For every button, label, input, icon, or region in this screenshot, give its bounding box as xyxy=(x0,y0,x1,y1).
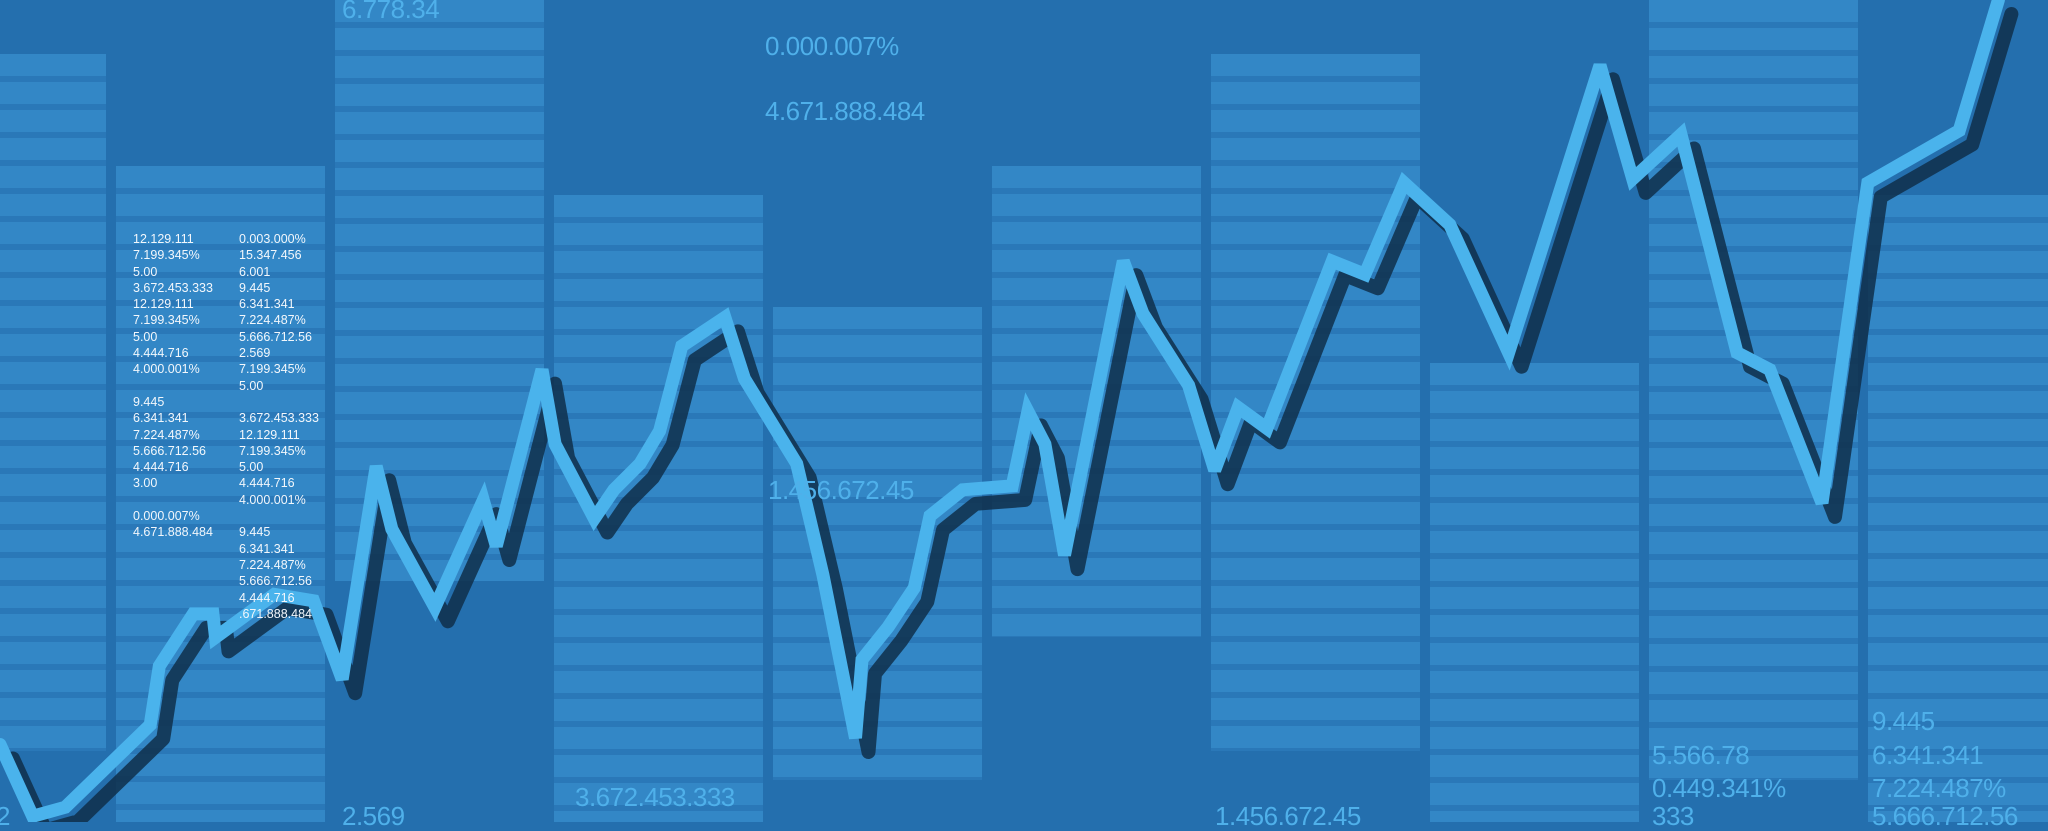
number-entry: 0.003.000% xyxy=(239,232,306,246)
number-entry: 5.00 xyxy=(133,264,158,279)
number-entry: 2.569 xyxy=(239,346,271,361)
bar-column xyxy=(1868,195,2048,822)
number-column-2: 0.003.000% 15.347.456 6.001 9.445 6.341.341 7… xyxy=(239,231,319,622)
label-top-mid-1: 0.000.007% xyxy=(765,31,899,61)
label-right-2c: 7.224.487% xyxy=(1872,773,2006,803)
number-entry: 6.001 xyxy=(239,264,271,279)
number-entry: 3.672.453.333 xyxy=(133,280,213,295)
label-top-left: 6.778.34 xyxy=(342,0,440,24)
label-right-2d: 5.666.712.56 xyxy=(1872,801,2018,831)
number-entry: 4.444.716 xyxy=(133,460,189,475)
label-bottom-1: 2.569 xyxy=(342,801,405,831)
number-entry: 7.199.345% xyxy=(133,248,200,263)
number-entry: .671.888.484 xyxy=(239,606,312,621)
number-entry: 5.666.712.56 xyxy=(133,443,206,458)
bar-column xyxy=(1211,54,1420,751)
number-entry: 7.224.487% xyxy=(239,557,306,572)
label-right-2a: 9.445 xyxy=(1872,706,1935,736)
number-entry: 7.199.345% xyxy=(239,362,306,377)
number-entry: 9.445 xyxy=(239,280,271,295)
number-entry: 6.341.341 xyxy=(239,297,295,312)
trend-line xyxy=(0,0,2005,822)
number-entry xyxy=(239,394,319,410)
number-entry: 7.224.487% xyxy=(133,427,200,442)
number-entry: 3.672.453.333 xyxy=(239,411,319,426)
number-entry: 7.199.345% xyxy=(239,443,306,458)
number-column-1: 12.129.111 7.199.345% 5.00 3.672.453.333 12.… xyxy=(133,231,213,541)
number-entry: 4.000.001% xyxy=(239,492,306,507)
label-bottom-2: 3.672.453.333 xyxy=(575,782,735,812)
number-entry: 6.341.341 xyxy=(239,541,295,556)
bar-column xyxy=(1430,363,1639,822)
number-entry xyxy=(239,508,319,524)
number-entry: 5.666.712.56 xyxy=(239,329,312,344)
label-bottom-3: 1.456.672.45 xyxy=(1215,801,1361,831)
number-entry: 3.00 xyxy=(133,476,158,491)
number-entry: 12.129.111 xyxy=(239,427,300,442)
label-bottom-left-partial: 2 xyxy=(0,801,10,831)
number-entry: 9.445 xyxy=(239,525,271,540)
number-entry xyxy=(133,378,213,394)
number-entry: 7.224.487% xyxy=(239,313,306,328)
number-entry: 4.671.888.484 xyxy=(133,525,213,540)
number-entry: 4.444.716 xyxy=(133,346,189,361)
number-entry: 0.000.007% xyxy=(133,509,200,524)
label-right-1b: 0.449.341% xyxy=(1652,773,1786,803)
number-entry: 5.00 xyxy=(239,460,264,475)
number-entry xyxy=(133,492,213,508)
number-entry: 12.129.111 xyxy=(133,297,194,312)
label-right-1a: 5.566.78 xyxy=(1652,740,1750,770)
label-top-mid-2: 4.671.888.484 xyxy=(765,96,925,126)
number-entry: 5.00 xyxy=(133,329,158,344)
number-entry: 7.199.345% xyxy=(133,313,200,328)
bar-column xyxy=(0,54,106,751)
number-entry: 5.666.712.56 xyxy=(239,574,312,589)
number-entry: 9.445 xyxy=(133,394,165,409)
number-entry: 12.129.111 xyxy=(133,232,194,246)
number-entry: 4.444.716 xyxy=(239,476,295,491)
label-mid: 1.456.672.45 xyxy=(768,475,914,505)
number-entry: 4.000.001% xyxy=(133,362,200,377)
number-entry: 15.347.456 xyxy=(239,248,302,263)
label-right-2b: 6.341.341 xyxy=(1872,740,1984,770)
number-entry: 6.341.341 xyxy=(133,411,189,426)
number-entry: 5.00 xyxy=(239,378,264,393)
number-entry: 4.444.716 xyxy=(239,590,295,605)
label-right-1c: 333 xyxy=(1652,801,1694,831)
